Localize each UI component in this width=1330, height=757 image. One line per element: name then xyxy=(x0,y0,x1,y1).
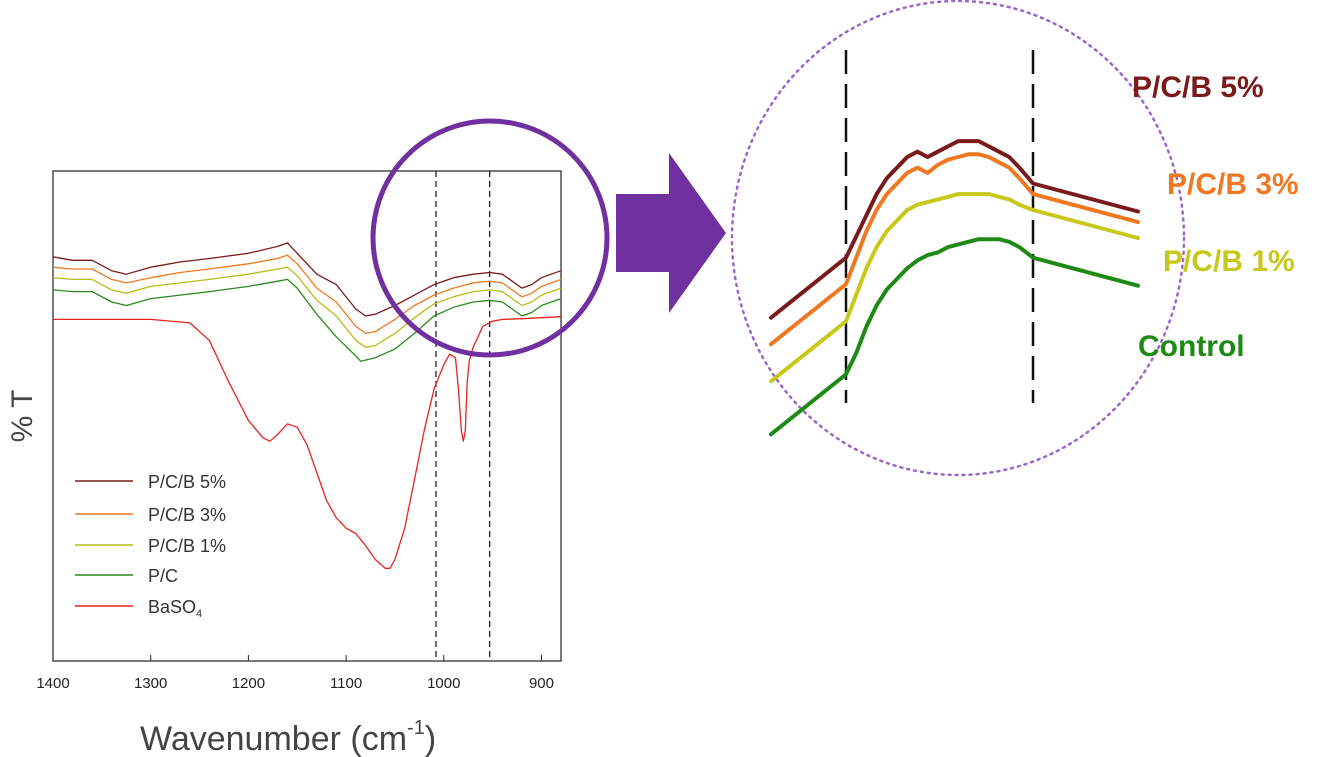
x-tick-label-1400: 1400 xyxy=(36,675,69,692)
zoom-series-p-c-b-5 xyxy=(769,139,1140,320)
x-axis-label-main: Wavenumber (cm xyxy=(140,720,407,757)
series-line-p-c-b-5 xyxy=(52,242,562,317)
legend-label-pc1: P/C/B 1% xyxy=(148,536,226,556)
zoom-label-pc1: P/C/B 1% xyxy=(1163,245,1295,278)
zoom-label-pc5: P/C/B 5% xyxy=(1132,71,1264,104)
x-axis-label: Wavenumber (cm-1) xyxy=(140,717,436,757)
main-chart: 1400 1300 1200 1100 1000 900 % T Wavenumber (… xyxy=(6,118,610,757)
main-legend: P/C/B 5% P/C/B 3% P/C/B 1% P/C BaSO4 xyxy=(75,472,226,620)
main-x-ticks: 1400 1300 1200 1100 1000 900 xyxy=(36,655,554,692)
zoom-inset: P/C/B 5% P/C/B 3% P/C/B 1% Control xyxy=(730,0,1299,477)
legend-label-pc5: P/C/B 5% xyxy=(148,472,226,492)
series-line-p-c-b-3 xyxy=(52,254,562,335)
x-tick-label-1100: 1100 xyxy=(330,675,362,692)
highlight-circle xyxy=(370,118,610,358)
x-axis-label-close: ) xyxy=(425,720,436,757)
zoom-series-p-c-b-1 xyxy=(769,192,1140,384)
zoom-label-pc3: P/C/B 3% xyxy=(1167,168,1299,201)
series-line-p-c xyxy=(52,278,562,362)
x-axis-label-sup: -1 xyxy=(407,717,425,739)
zoom-arrow xyxy=(616,153,726,313)
legend-label-baso4: BaSO4 xyxy=(148,597,202,620)
legend-label-baso4-sub: 4 xyxy=(196,608,202,620)
zoom-label-control: Control xyxy=(1138,330,1245,363)
zoom-series-group xyxy=(769,139,1140,437)
legend-label-pc3: P/C/B 3% xyxy=(148,505,226,525)
legend-label-baso4-main: BaSO xyxy=(148,597,196,617)
x-tick-label-1200: 1200 xyxy=(232,675,265,692)
series-line-p-c-b-1 xyxy=(52,266,562,348)
x-tick-label-900: 900 xyxy=(529,675,554,692)
x-tick-label-1300: 1300 xyxy=(134,675,167,692)
x-tick-label-1000: 1000 xyxy=(427,675,460,692)
main-reference-lines xyxy=(435,171,491,661)
legend-label-pc: P/C xyxy=(148,566,178,586)
series-line-baso4 xyxy=(53,316,562,569)
main-series-group xyxy=(52,242,562,569)
zoom-series-control xyxy=(769,237,1140,437)
y-axis-label: % T xyxy=(6,390,39,443)
zoom-series-p-c-b-3 xyxy=(769,152,1140,347)
zoom-border xyxy=(730,0,1186,477)
main-plot-frame xyxy=(52,170,562,662)
